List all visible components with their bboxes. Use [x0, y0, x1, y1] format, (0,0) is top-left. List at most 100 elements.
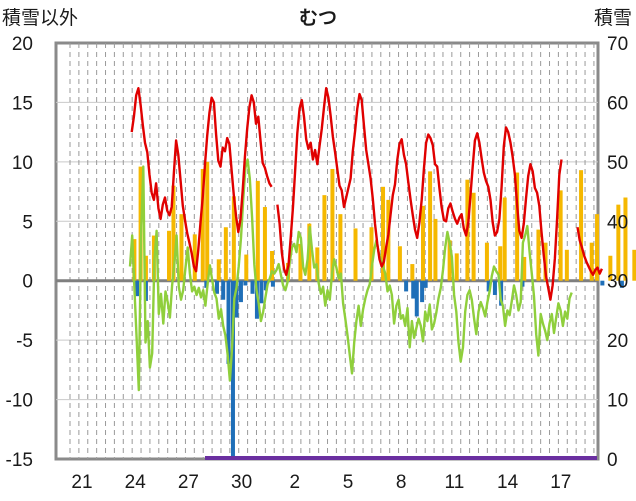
precip-bar [486, 280, 491, 292]
sunshine-bar [433, 218, 438, 281]
precip-bar [423, 280, 428, 288]
sunshine-bar [623, 197, 628, 281]
precip-bar [492, 280, 497, 295]
right-tick-label: 0 [607, 450, 618, 471]
precip-bar [243, 280, 248, 286]
precip-bar [234, 280, 239, 318]
sunshine-bar [223, 227, 228, 281]
right-tick-label: 10 [607, 391, 628, 412]
sunshine-bar [330, 168, 335, 281]
sunshine-bar [298, 243, 303, 281]
precip-bar [414, 280, 419, 317]
left-tick-label: 20 [12, 34, 33, 55]
chart-title: むつ [299, 7, 337, 29]
sunshine-bar [167, 230, 172, 281]
x-tick-label: 14 [497, 472, 519, 493]
left-tick-label: 15 [12, 93, 33, 114]
sunshine-bar [397, 246, 402, 281]
x-tick-label: 21 [71, 472, 92, 493]
x-tick-label: 2 [290, 472, 301, 493]
precip-bar [600, 280, 605, 286]
precip-bar [238, 280, 243, 303]
sunshine-bar [200, 168, 205, 281]
sunshine-bar [471, 192, 476, 281]
x-tick-label: 5 [343, 472, 354, 493]
sunshine-bar [589, 242, 594, 281]
precip-bar [270, 280, 275, 287]
sunshine-bar [410, 264, 415, 281]
sunshine-bar [579, 170, 584, 281]
sunshine-bar [322, 195, 327, 281]
left-tick-label: 5 [22, 212, 33, 233]
sunshine-bar [270, 251, 275, 281]
precip-bar [226, 280, 231, 364]
sunshine-bar [262, 207, 267, 281]
sunshine-bar [558, 190, 563, 281]
sunshine-bar [515, 172, 520, 281]
right-axis-title: 積雪 [594, 7, 632, 29]
sunshine-bar [216, 259, 221, 281]
sunshine-bar [608, 255, 613, 281]
right-tick-label: 50 [607, 153, 628, 174]
sunshine-bar [420, 205, 425, 281]
precip-bar [619, 280, 624, 288]
precip-bar [250, 280, 255, 294]
x-tick-label: 27 [178, 472, 199, 493]
sunshine-bar [564, 249, 569, 281]
sunshine-bar [205, 161, 210, 281]
plot-area [56, 43, 598, 459]
sunshine-bar [502, 197, 507, 281]
left-axis-title: 積雪以外 [2, 7, 78, 29]
precip-bar [259, 280, 264, 304]
sunshine-bar [484, 242, 489, 281]
left-tick-label: 10 [12, 153, 33, 174]
left-tick-label: 0 [22, 272, 33, 293]
sunshine-bar [338, 214, 343, 281]
left-tick-label: -15 [6, 450, 33, 471]
precip-bar [404, 280, 409, 292]
sunshine-bar [369, 227, 374, 281]
sunshine-bar [498, 246, 503, 281]
sunshine-bar [171, 185, 176, 281]
sunshine-bar [595, 214, 600, 281]
x-tick-label: 11 [445, 472, 465, 493]
air-temp-line [128, 158, 573, 392]
precip-bar [221, 280, 226, 300]
sunshine-bar [192, 234, 197, 281]
x-tick-label: 17 [550, 472, 571, 493]
right-tick-label: 40 [607, 212, 628, 233]
sunshine-bar [244, 254, 249, 281]
sunshine-bar [454, 253, 459, 281]
precip-bar [263, 280, 268, 291]
left-tick-label: -5 [16, 331, 33, 352]
precip-bar [411, 280, 416, 299]
sunshine-bar [179, 214, 184, 281]
sunshine-bar [381, 186, 386, 281]
left-tick-label: -10 [6, 391, 33, 412]
precip-bar [214, 280, 219, 294]
precip-bar [420, 280, 425, 303]
sunshine-bar [616, 204, 621, 281]
right-tick-label: 70 [607, 34, 628, 55]
precip-bar [204, 280, 209, 288]
sunshine-bar [428, 171, 433, 281]
temperature-line [276, 86, 563, 301]
precip-bar [230, 280, 235, 458]
temperature-line [130, 86, 273, 273]
right-tick-label: 60 [607, 93, 628, 114]
right-tick-label: 30 [607, 272, 628, 293]
sunshine-bar [447, 240, 452, 281]
x-tick-label: 8 [396, 472, 407, 493]
sunshine-bar [522, 256, 527, 281]
precip-bar [135, 280, 140, 297]
sunshine-bar [632, 249, 636, 281]
sunshine-bar [143, 255, 148, 281]
sunshine-bar [231, 196, 236, 281]
right-tick-label: 20 [607, 331, 628, 352]
sunshine-bar [307, 223, 312, 281]
sunshine-bar [353, 228, 358, 281]
x-tick-label: 24 [125, 472, 147, 493]
x-tick-label: 30 [231, 472, 252, 493]
sunshine-bar [536, 229, 541, 281]
